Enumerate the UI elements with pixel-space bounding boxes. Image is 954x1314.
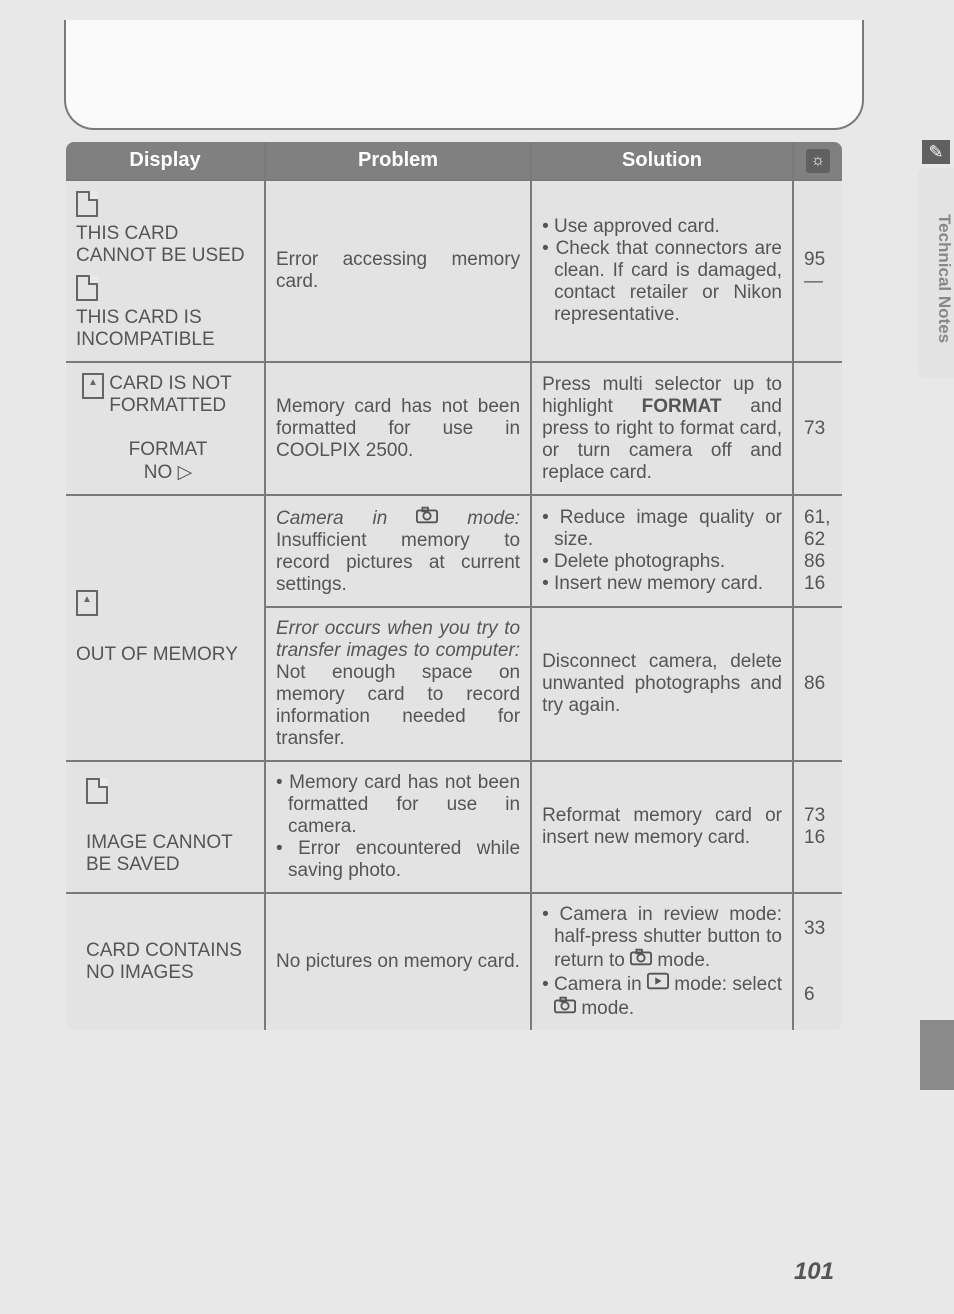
problem-italic: Camera in mode: [276,508,520,529]
problem-italic: Error occurs when you try to transfer im… [276,618,520,661]
solution-cell: Reformat memory card or insert new memor… [531,761,793,893]
col-problem: Problem [265,141,531,180]
col-solution: Solution [531,141,793,180]
solution-cell: Press multi selector up to highlight FOR… [531,362,793,495]
camera-icon [554,996,576,1014]
solution-bullet: • Check that connectors are clean. If ca… [542,238,782,326]
problem-cell: • Memory card has not been formatted for… [265,761,531,893]
display-text: FORMAT [129,439,208,460]
problem-cell: Error occurs when you try to transfer im… [265,607,531,761]
display-cell: OUT OF MEMORY [65,495,265,761]
problem-cell: Error accessing memory card. [265,180,531,362]
display-cell: IMAGE CANNOT BE SAVED [65,761,265,893]
table-row: IMAGE CANNOT BE SAVED • Memory card has … [65,761,843,893]
camera-icon [416,506,438,524]
display-text: CARD CONTAINS [86,940,242,961]
card-icon [86,778,108,804]
format-bold: FORMAT [642,396,722,417]
display-text: NO ▷ [144,462,192,483]
problem-cell: No pictures on memory card. [265,893,531,1031]
page-ref: 95 — [793,180,843,362]
display-text: THIS CARD IS [76,307,202,328]
table-row: THIS CARD CANNOT BE USED THIS CARD IS IN… [65,180,843,362]
problem-text: Not enough space on memory card to recor… [276,662,520,749]
col-display: Display [65,141,265,180]
card-icon [76,191,98,217]
display-text: CARD IS NOT [109,373,231,394]
col-page-icon: ☼ [793,141,843,180]
page-header-blank [64,20,864,130]
page-number: 101 [794,1258,834,1286]
problem-text: Insufficient memory to record pictures a… [276,530,520,595]
display-cell: CARD CONTAINS NO IMAGES [65,893,265,1031]
play-icon [647,972,669,990]
camera-icon [630,948,652,966]
page-ref: 33 6 [793,893,843,1031]
error-messages-table: Display Problem Solution ☼ THIS CARD CAN… [64,140,844,1032]
card-icon [76,275,98,301]
display-text: OUT OF MEMORY [76,644,238,665]
table-row: OUT OF MEMORY Camera in mode: Insufficie… [65,495,843,607]
solution-cell: Disconnect camera, delete unwanted photo… [531,607,793,761]
solution-bullet: • Insert new memory card. [542,573,782,595]
display-text: INCOMPATIBLE [76,329,215,350]
display-cell: THIS CARD CANNOT BE USED THIS CARD IS IN… [65,180,265,362]
solution-cell: • Use approved card. • Check that connec… [531,180,793,362]
solution-bullet: • Reduce image quality or size. [542,507,782,551]
solution-bullet: • Camera in mode: select mode. [542,972,782,1020]
solution-bullet: • Camera in review mode: half-press shut… [542,904,782,972]
section-icon: ✎ [922,140,950,164]
table-row: CARD IS NOT FORMATTED FORMAT NO ▷ Memory… [65,362,843,495]
card-arrow-icon [76,590,98,616]
display-text: NO IMAGES [86,962,194,983]
problem-cell: Camera in mode: Insufficient memory to r… [265,495,531,607]
display-text: FORMATTED [109,395,226,416]
display-text: THIS CARD [76,223,178,244]
thumb-tab [920,1020,954,1090]
page-ref: 73 [793,362,843,495]
display-text: IMAGE CANNOT [86,832,233,853]
problem-cell: Memory card has not been formatted for u… [265,362,531,495]
problem-bullet: • Memory card has not been formatted for… [276,772,520,838]
display-text: CANNOT BE USED [76,245,245,266]
page-ref: 86 [793,607,843,761]
display-text: BE SAVED [86,854,180,875]
solution-cell: • Camera in review mode: half-press shut… [531,893,793,1031]
card-arrow-icon [82,373,104,399]
problem-bullet: • Error encountered while saving photo. [276,838,520,882]
table-row: CARD CONTAINS NO IMAGES No pictures on m… [65,893,843,1031]
display-cell: CARD IS NOT FORMATTED FORMAT NO ▷ [65,362,265,495]
solution-bullet: • Use approved card. [542,216,782,238]
page-ref: 73 16 [793,761,843,893]
solution-cell: • Reduce image quality or size. • Delete… [531,495,793,607]
page-ref: 61, 62 86 16 [793,495,843,607]
solution-bullet: • Delete photographs. [542,551,782,573]
side-tab-technical-notes: Technical Notes [918,168,954,378]
